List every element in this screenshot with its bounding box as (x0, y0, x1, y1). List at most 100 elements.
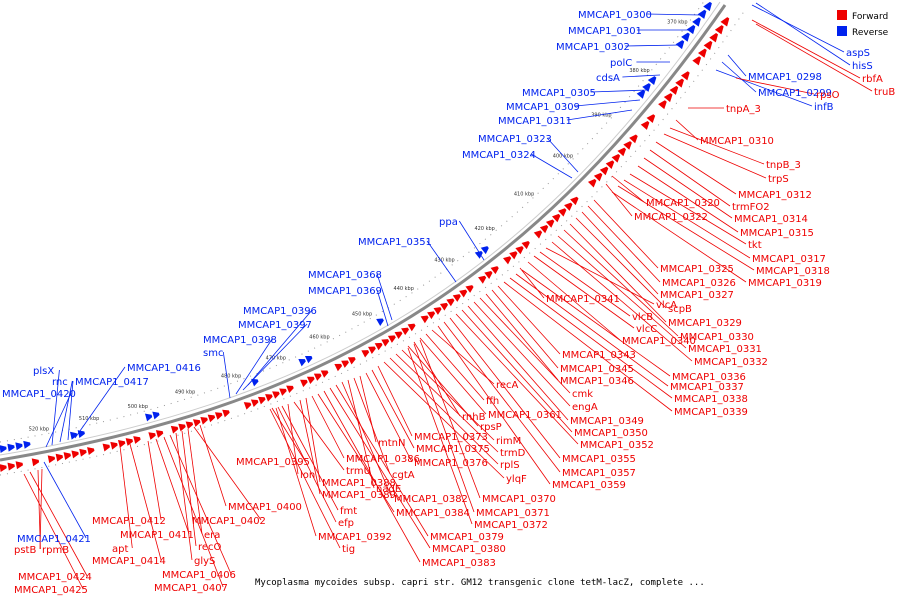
reverse-gene-label: MMCAP1_0309 (506, 102, 580, 113)
reverse-gene-label: MMCAP1_0301 (568, 26, 642, 37)
forward-gene-label: MMCAP1_0326 (662, 278, 736, 289)
forward-gene-arrow (155, 430, 164, 438)
forward-gene-arrow (102, 443, 110, 452)
forward-leader-line (669, 127, 765, 165)
forward-gene-label: MMCAP1_0330 (680, 332, 754, 343)
forward-gene-arrow (125, 438, 134, 446)
forward-gene-arrow (663, 93, 673, 103)
reverse-leader-line (567, 109, 633, 121)
forward-gene-label: MMCAP1_0375 (416, 444, 490, 455)
forward-gene-arrow (110, 441, 118, 450)
forward-gene-label: MMCAP1_0402 (192, 516, 266, 527)
reverse-gene-label: hisS (852, 61, 873, 72)
forward-leader-line (637, 165, 739, 233)
forward-leader-line (431, 329, 495, 385)
forward-leader-line (401, 349, 495, 441)
tick-label: 470 kbp (266, 355, 286, 361)
forward-leader-line (509, 277, 673, 399)
forward-gene-label: MMCAP1_0386 (346, 454, 420, 465)
forward-leader-line (199, 424, 227, 507)
reverse-gene-label: MMCAP1_0421 (17, 534, 91, 545)
forward-gene-label: MMCAP1_0318 (756, 266, 830, 277)
forward-leader-line (419, 339, 481, 499)
reverse-gene-arrow (647, 76, 657, 85)
forward-leader-line (467, 305, 569, 421)
forward-gene-arrow (558, 208, 567, 217)
forward-gene-label: MMCAP1_0346 (560, 376, 634, 387)
forward-gene-label: MMCAP1_0317 (752, 254, 826, 265)
forward-leader-line (581, 211, 659, 295)
forward-leader-line (521, 269, 671, 377)
forward-leader-line (539, 251, 631, 317)
forward-gene-label: rimM (496, 436, 521, 447)
forward-gene-arrow (605, 160, 615, 169)
forward-gene-arrow (593, 172, 603, 182)
tick-label: 440 kbp (394, 286, 414, 292)
forward-leader-line (545, 247, 655, 305)
forward-gene-arrow (503, 256, 512, 265)
forward-gene-arrow (587, 178, 597, 188)
forward-leader-line (335, 384, 429, 537)
forward-gene-arrow (7, 462, 15, 471)
forward-gene-label: trmD (500, 448, 526, 459)
reverse-leader-line (591, 89, 649, 93)
forward-gene-arrow (669, 85, 679, 95)
forward-gene-label: MMCAP1_0350 (574, 428, 648, 439)
forward-leader-line (485, 293, 559, 381)
reverse-gene-arrow (0, 445, 7, 453)
reverse-gene-label: MMCAP1_0298 (748, 72, 822, 83)
forward-gene-arrow (306, 376, 315, 385)
forward-gene-arrow (564, 202, 573, 211)
forward-gene-arrow (539, 224, 549, 234)
forward-leader-line (611, 191, 747, 283)
reverse-gene-arrow (7, 443, 15, 452)
forward-leader-line (187, 428, 203, 535)
forward-gene-arrow (394, 331, 403, 340)
forward-leader-line (437, 325, 551, 485)
reverse-gene-arrow (697, 9, 707, 19)
forward-gene-label: MMCAP1_0392 (318, 532, 392, 543)
forward-leader-line (287, 403, 299, 475)
forward-leader-line (643, 157, 733, 219)
forward-leader-line (353, 377, 391, 475)
forward-gene-arrow (272, 391, 280, 399)
forward-gene-label: tkt (748, 240, 762, 251)
forward-leader-line (655, 141, 737, 195)
reverse-leader-line (59, 380, 73, 443)
forward-gene-arrow (222, 409, 230, 418)
forward-gene-label: MMCAP1_0329 (668, 318, 742, 329)
forward-gene-arrow (433, 307, 442, 315)
reverse-gene-arrow (144, 413, 153, 422)
tick-label: 490 kbp (175, 390, 195, 396)
forward-gene-label: MMCAP1_0412 (92, 516, 166, 527)
forward-gene-arrow (79, 448, 87, 457)
reverse-leader-line (45, 392, 72, 448)
forward-gene-label: MMCAP1_0319 (748, 278, 822, 289)
forward-gene-arrow (31, 458, 40, 467)
forward-gene-arrow (334, 363, 343, 372)
reverse-gene-label: MMCAP1_0398 (203, 335, 277, 346)
forward-gene-arrow (341, 360, 349, 368)
reverse-gene-label: aspS (846, 48, 870, 59)
reverse-leader-line (575, 99, 641, 107)
forward-gene-label: MMCAP1_0338 (674, 394, 748, 405)
forward-gene-label: lon (300, 470, 315, 481)
reverse-leader-line (376, 289, 389, 327)
forward-gene-arrow (47, 455, 56, 464)
forward-gene-label: MMCAP1_0341 (546, 294, 620, 305)
reverse-gene-label: MMCAP1_0396 (243, 306, 317, 317)
forward-leader-line (473, 301, 571, 407)
forward-gene-label: ylqF (506, 474, 527, 485)
forward-leader-line (277, 406, 337, 523)
forward-leader-line (275, 407, 317, 537)
forward-gene-label: MMCAP1_0320 (646, 198, 720, 209)
forward-gene-arrow (71, 450, 79, 459)
forward-leader-line (557, 235, 687, 349)
forward-gene-label: MMCAP1_0337 (670, 382, 744, 393)
forward-gene-label: era (204, 530, 220, 541)
forward-leader-line (147, 440, 162, 521)
forward-leader-line (365, 372, 413, 463)
forward-leader-line (605, 183, 633, 217)
forward-gene-arrow (207, 414, 216, 423)
forward-gene-label: MMCAP1_0379 (430, 532, 504, 543)
